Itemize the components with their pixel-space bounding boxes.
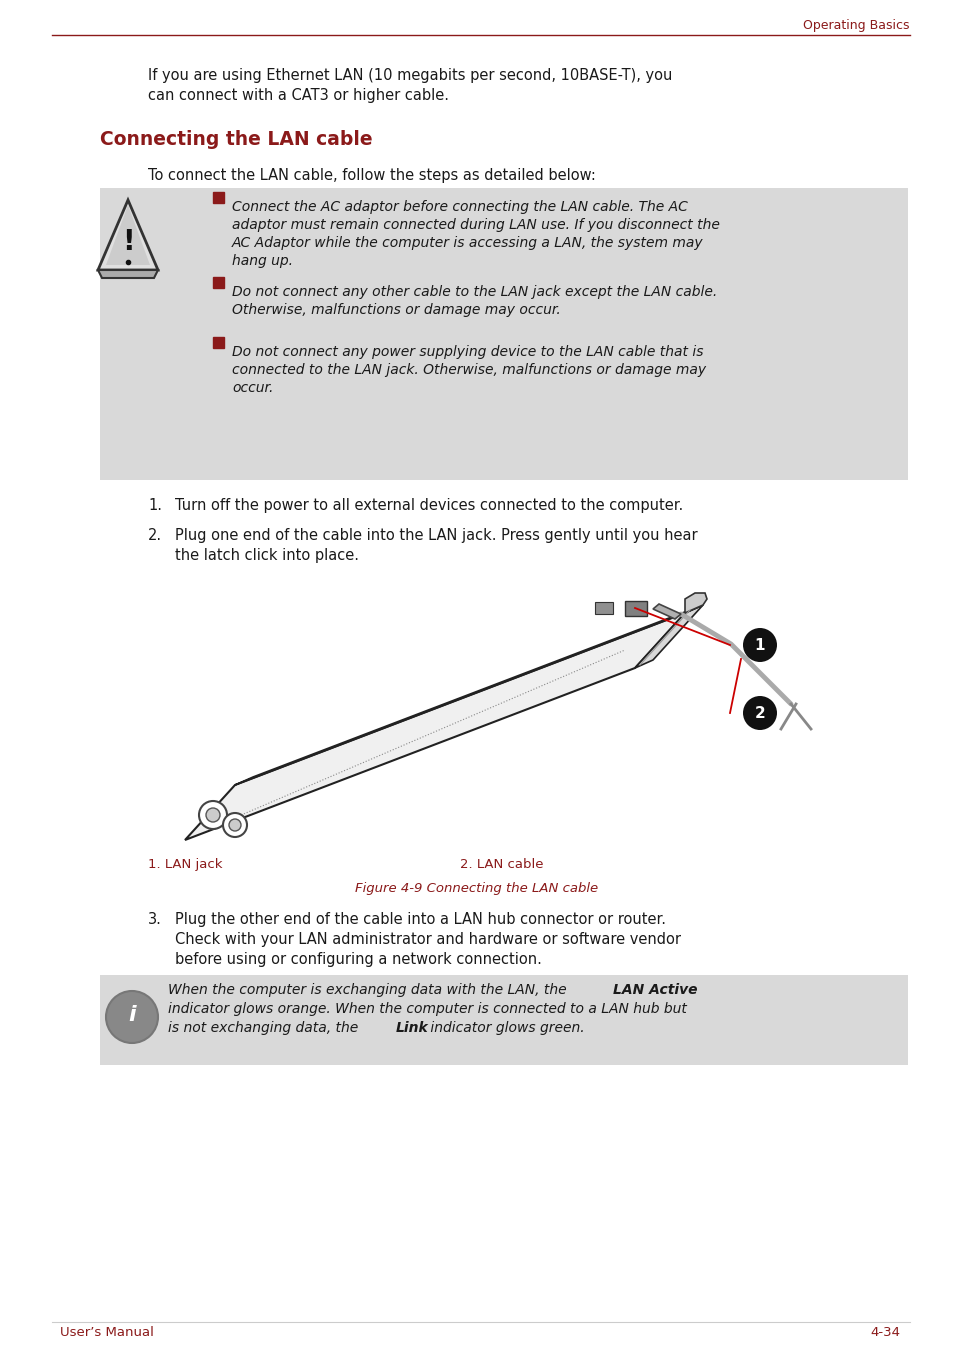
Polygon shape bbox=[98, 200, 158, 270]
Text: If you are using Ethernet LAN (10 megabits per second, 10BASE-T), you: If you are using Ethernet LAN (10 megabi… bbox=[148, 68, 672, 82]
Text: LAN Active: LAN Active bbox=[613, 983, 697, 996]
Text: AC Adaptor while the computer is accessing a LAN, the system may: AC Adaptor while the computer is accessi… bbox=[232, 237, 703, 250]
Text: Operating Basics: Operating Basics bbox=[802, 19, 909, 31]
Text: connected to the LAN jack. Otherwise, malfunctions or damage may: connected to the LAN jack. Otherwise, ma… bbox=[232, 362, 705, 377]
Text: the latch click into place.: the latch click into place. bbox=[174, 548, 358, 562]
Bar bbox=[100, 188, 907, 480]
Text: 2: 2 bbox=[754, 706, 764, 721]
Text: adaptor must remain connected during LAN use. If you disconnect the: adaptor must remain connected during LAN… bbox=[232, 218, 720, 233]
Polygon shape bbox=[234, 604, 702, 786]
Text: !: ! bbox=[122, 228, 134, 256]
Polygon shape bbox=[185, 612, 684, 840]
Circle shape bbox=[206, 808, 220, 822]
Text: Connecting the LAN cable: Connecting the LAN cable bbox=[100, 130, 373, 149]
Text: Do not connect any power supplying device to the LAN cable that is: Do not connect any power supplying devic… bbox=[232, 345, 702, 360]
Text: Plug one end of the cable into the LAN jack. Press gently until you hear: Plug one end of the cable into the LAN j… bbox=[174, 529, 697, 544]
Circle shape bbox=[223, 813, 247, 837]
Text: When the computer is exchanging data with the LAN, the: When the computer is exchanging data wit… bbox=[168, 983, 571, 996]
Circle shape bbox=[742, 627, 776, 662]
Text: Plug the other end of the cable into a LAN hub connector or router.: Plug the other end of the cable into a L… bbox=[174, 913, 665, 927]
Text: 1. LAN jack: 1. LAN jack bbox=[148, 859, 222, 871]
Text: 3.: 3. bbox=[148, 913, 162, 927]
Text: occur.: occur. bbox=[232, 381, 274, 395]
Text: Otherwise, malfunctions or damage may occur.: Otherwise, malfunctions or damage may oc… bbox=[232, 303, 560, 316]
Text: Check with your LAN administrator and hardware or software vendor: Check with your LAN administrator and ha… bbox=[174, 932, 680, 946]
Circle shape bbox=[229, 819, 241, 831]
Text: 2.: 2. bbox=[148, 529, 162, 544]
Text: is not exchanging data, the: is not exchanging data, the bbox=[168, 1021, 362, 1036]
Text: Connect the AC adaptor before connecting the LAN cable. The AC: Connect the AC adaptor before connecting… bbox=[232, 200, 687, 214]
Text: Do not connect any other cable to the LAN jack except the LAN cable.: Do not connect any other cable to the LA… bbox=[232, 285, 717, 299]
Text: Figure 4-9 Connecting the LAN cable: Figure 4-9 Connecting the LAN cable bbox=[355, 882, 598, 895]
Text: To connect the LAN cable, follow the steps as detailed below:: To connect the LAN cable, follow the ste… bbox=[148, 168, 596, 183]
Bar bbox=[100, 975, 907, 1065]
Text: hang up.: hang up. bbox=[232, 254, 293, 268]
Text: can connect with a CAT3 or higher cable.: can connect with a CAT3 or higher cable. bbox=[148, 88, 449, 103]
Circle shape bbox=[106, 991, 158, 1042]
Text: before using or configuring a network connection.: before using or configuring a network co… bbox=[174, 952, 541, 967]
Text: indicator glows orange. When the computer is connected to a LAN hub but: indicator glows orange. When the compute… bbox=[168, 1002, 686, 1015]
Polygon shape bbox=[652, 604, 680, 619]
Circle shape bbox=[742, 696, 776, 730]
Bar bbox=[624, 602, 646, 617]
Text: 4-34: 4-34 bbox=[869, 1326, 899, 1340]
Polygon shape bbox=[635, 604, 702, 668]
Text: indicator glows green.: indicator glows green. bbox=[426, 1021, 584, 1036]
Polygon shape bbox=[106, 206, 150, 265]
Circle shape bbox=[199, 800, 227, 829]
Text: i: i bbox=[128, 1005, 135, 1025]
Text: Turn off the power to all external devices connected to the computer.: Turn off the power to all external devic… bbox=[174, 498, 682, 512]
Text: User’s Manual: User’s Manual bbox=[60, 1326, 153, 1340]
Polygon shape bbox=[98, 270, 158, 279]
Text: 2. LAN cable: 2. LAN cable bbox=[459, 859, 543, 871]
Text: 1: 1 bbox=[754, 638, 764, 653]
Bar bbox=[213, 277, 224, 288]
Bar bbox=[595, 602, 613, 614]
Polygon shape bbox=[684, 594, 706, 612]
Bar bbox=[213, 337, 224, 347]
Bar bbox=[213, 192, 224, 203]
Text: Link: Link bbox=[395, 1021, 428, 1036]
Text: 1.: 1. bbox=[148, 498, 162, 512]
